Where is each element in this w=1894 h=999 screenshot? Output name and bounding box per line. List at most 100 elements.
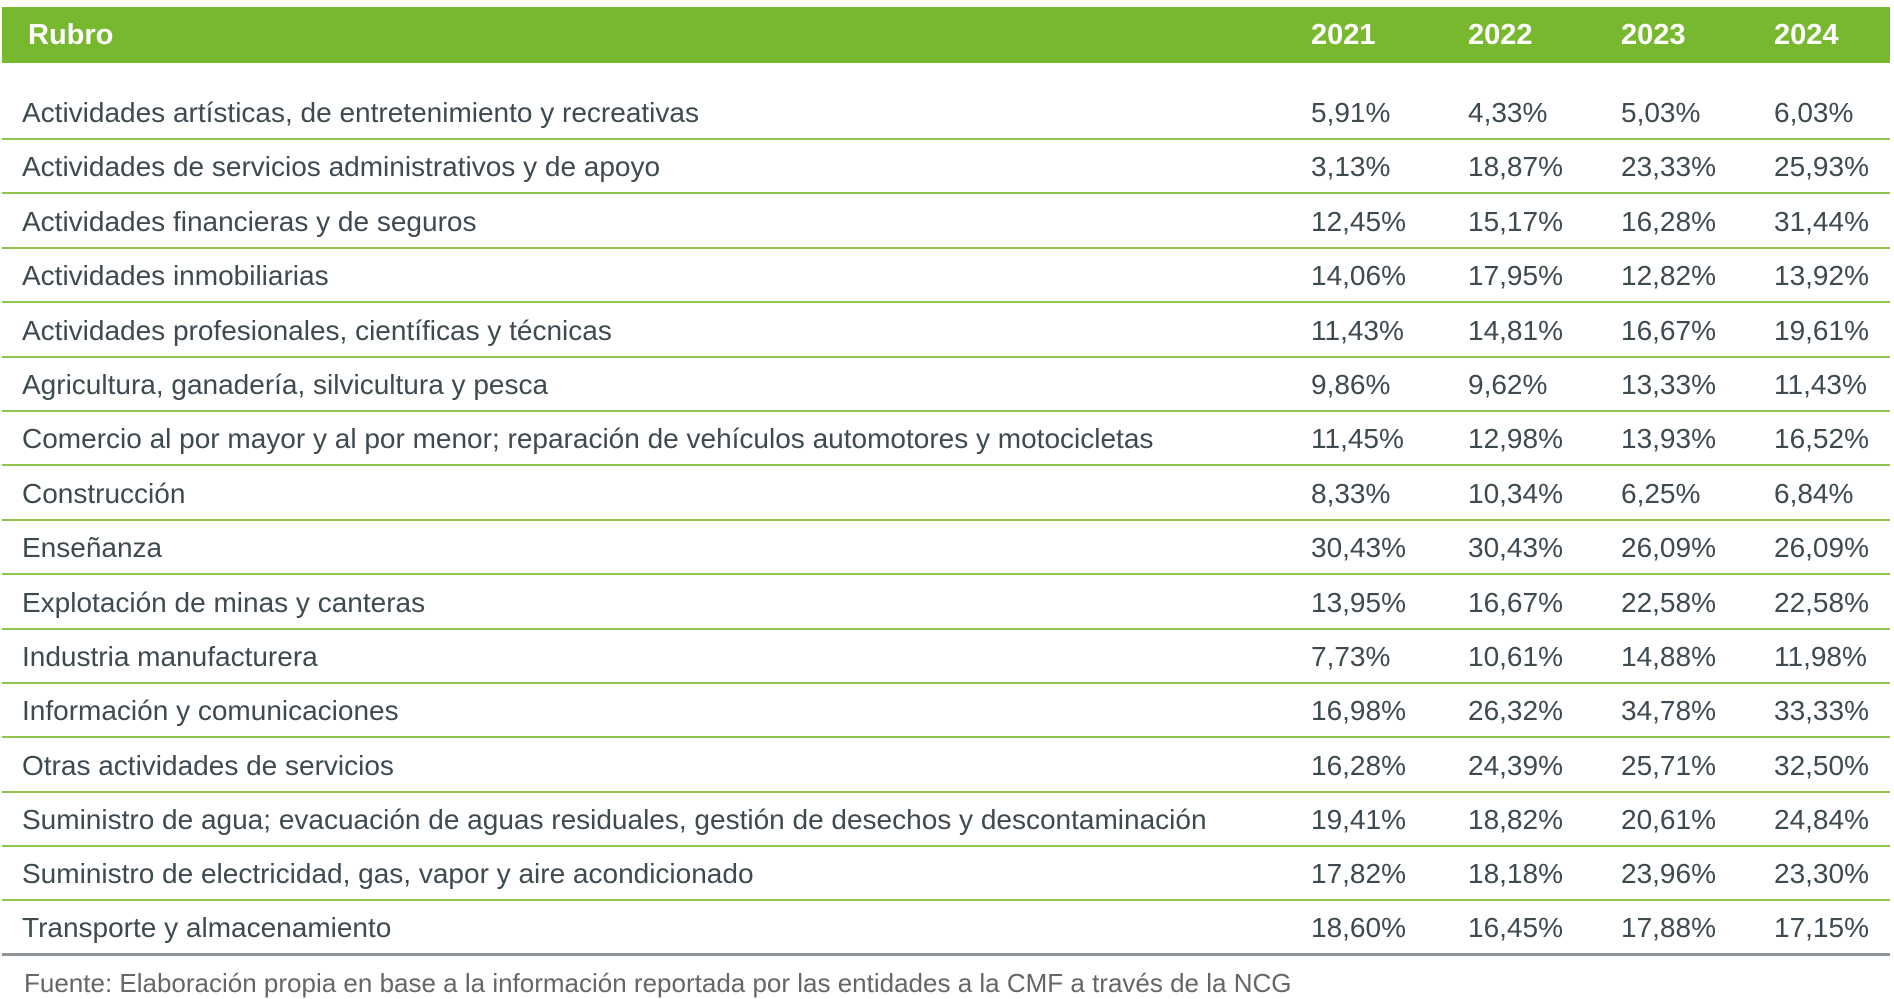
rubro-cell: Agricultura, ganadería, silvicultura y p…: [22, 368, 549, 400]
rubro-cell: Enseñanza: [22, 532, 163, 564]
value-cell: 30,43%: [1311, 532, 1406, 564]
value-cell: 13,33%: [1621, 368, 1716, 400]
value-cell: 23,30%: [1774, 858, 1869, 890]
value-cell: 12,45%: [1311, 205, 1406, 237]
rubro-cell: Actividades artísticas, de entretenimien…: [22, 97, 699, 128]
rubro-cell: Actividades de servicios administrativos…: [22, 151, 661, 183]
table-row: Suministro de electricidad, gas, vapor y…: [2, 847, 1890, 902]
header-year: 2021: [1311, 19, 1376, 51]
value-cell: 17,15%: [1774, 911, 1869, 943]
value-cell: 10,34%: [1468, 477, 1563, 509]
table-row: Agricultura, ganadería, silvicultura y p…: [2, 358, 1890, 412]
value-cell: 11,43%: [1311, 314, 1404, 346]
value-cell: 13,95%: [1311, 586, 1406, 618]
value-cell: 16,45%: [1468, 911, 1563, 943]
table-row: Transporte y almacenamiento 18,60% 16,45% 1…: [2, 901, 1890, 956]
value-cell: 25,71%: [1621, 749, 1716, 781]
table-row: Enseñanza 30,43% 30,43% 26,09% 26,09%: [2, 521, 1890, 576]
footnote: Fuente: Elaboración propia en base a la …: [24, 968, 1292, 998]
value-cell: 32,50%: [1774, 749, 1869, 781]
value-cell: 16,28%: [1621, 205, 1716, 237]
value-cell: 9,86%: [1311, 368, 1391, 400]
table-row: Construcción 8,33% 10,34% 6,25% 6,84%: [2, 466, 1890, 521]
rubro-cell: Comercio al por mayor y al por menor; re…: [22, 423, 1154, 455]
value-cell: 34,78%: [1621, 695, 1716, 727]
value-cell: 11,43%: [1774, 368, 1867, 400]
table-row: Otras actividades de servicios 16,28% 24,3…: [2, 738, 1890, 793]
rubro-cell: Suministro de electricidad, gas, vapor y…: [22, 858, 754, 890]
value-cell: 26,09%: [1621, 532, 1716, 564]
table-row: Actividades de servicios administrativos…: [2, 140, 1890, 195]
header-rubro: Rubro: [28, 19, 114, 51]
table-row: Actividades financieras y de seguros 12,4…: [2, 194, 1890, 249]
value-cell: 23,96%: [1621, 858, 1716, 890]
value-cell: 12,98%: [1468, 423, 1563, 455]
value-cell: 14,81%: [1468, 314, 1563, 346]
value-cell: 16,98%: [1311, 695, 1406, 727]
value-cell: 8,33%: [1311, 477, 1391, 509]
value-cell: 26,09%: [1774, 532, 1869, 564]
value-cell: 17,82%: [1311, 858, 1406, 890]
value-cell: 19,41%: [1311, 804, 1406, 836]
value-cell: 5,03%: [1621, 97, 1701, 128]
value-cell: 6,03%: [1774, 97, 1854, 128]
rubro-cell: Otras actividades de servicios: [22, 749, 394, 781]
rubro-cell: Explotación de minas y canteras: [22, 586, 426, 618]
value-cell: 24,84%: [1774, 804, 1869, 836]
rubro-cell: Actividades inmobiliarias: [22, 260, 329, 292]
table-header: Rubro 2021 2022 2023 2024: [2, 7, 1890, 63]
value-cell: 26,32%: [1468, 695, 1563, 727]
value-cell: 22,58%: [1621, 586, 1716, 618]
value-cell: 18,18%: [1468, 858, 1563, 890]
rubro-cell: Actividades profesionales, científicas y…: [22, 314, 612, 346]
rubro-cell: Industria manufacturera: [22, 640, 318, 672]
rubro-cell: Suministro de agua; evacuación de aguas …: [22, 804, 1207, 836]
value-cell: 10,61%: [1468, 640, 1563, 672]
value-cell: 13,92%: [1774, 260, 1869, 292]
value-cell: 4,33%: [1468, 97, 1548, 128]
table-body: Actividades artísticas, de entretenimien…: [2, 63, 1890, 956]
rubro-cell: Construcción: [22, 477, 186, 509]
value-cell: 23,33%: [1621, 151, 1716, 183]
value-cell: 18,60%: [1311, 911, 1406, 943]
value-cell: 16,52%: [1774, 423, 1869, 455]
value-cell: 15,17%: [1468, 205, 1563, 237]
value-cell: 16,28%: [1311, 749, 1406, 781]
rubro-cell: Información y comunicaciones: [22, 695, 399, 727]
value-cell: 14,06%: [1311, 260, 1406, 292]
value-cell: 22,58%: [1774, 586, 1869, 618]
value-cell: 6,25%: [1621, 477, 1701, 509]
table-row: Comercio al por mayor y al por menor; re…: [2, 412, 1890, 467]
value-cell: 17,95%: [1468, 260, 1563, 292]
rubro-cell: Actividades financieras y de seguros: [22, 205, 477, 237]
value-cell: 24,39%: [1468, 749, 1563, 781]
value-cell: 31,44%: [1774, 205, 1869, 237]
header-year: 2022: [1468, 19, 1533, 51]
header-year: 2024: [1774, 19, 1839, 51]
value-cell: 12,82%: [1621, 260, 1716, 292]
value-cell: 6,84%: [1774, 477, 1854, 509]
value-cell: 5,91%: [1311, 97, 1391, 128]
value-cell: 16,67%: [1468, 586, 1563, 618]
value-cell: 7,73%: [1311, 640, 1391, 672]
table-row: Actividades artísticas, de entretenimien…: [2, 63, 1890, 140]
table-row: Explotación de minas y canteras 13,95% 16,…: [2, 575, 1890, 630]
rubro-cell: Transporte y almacenamiento: [22, 911, 392, 943]
value-cell: 11,98%: [1774, 640, 1867, 672]
value-cell: 13,93%: [1621, 423, 1716, 455]
value-cell: 17,88%: [1621, 911, 1716, 943]
value-cell: 11,45%: [1311, 423, 1404, 455]
table-row: Información y comunicaciones 16,98% 26,32%…: [2, 684, 1890, 739]
value-cell: 25,93%: [1774, 151, 1869, 183]
table-row: Actividades inmobiliarias 14,06% 17,95% 12,…: [2, 249, 1890, 304]
value-cell: 14,88%: [1621, 640, 1716, 672]
value-cell: 19,61%: [1774, 314, 1869, 346]
value-cell: 16,67%: [1621, 314, 1716, 346]
table-row: Actividades profesionales, científicas y…: [2, 303, 1890, 358]
header-year: 2023: [1621, 19, 1686, 51]
value-cell: 33,33%: [1774, 695, 1869, 727]
value-cell: 9,62%: [1468, 368, 1548, 400]
value-cell: 18,87%: [1468, 151, 1563, 183]
table-row: Industria manufacturera 7,73% 10,61% 14,88%…: [2, 630, 1890, 684]
value-cell: 18,82%: [1468, 804, 1563, 836]
